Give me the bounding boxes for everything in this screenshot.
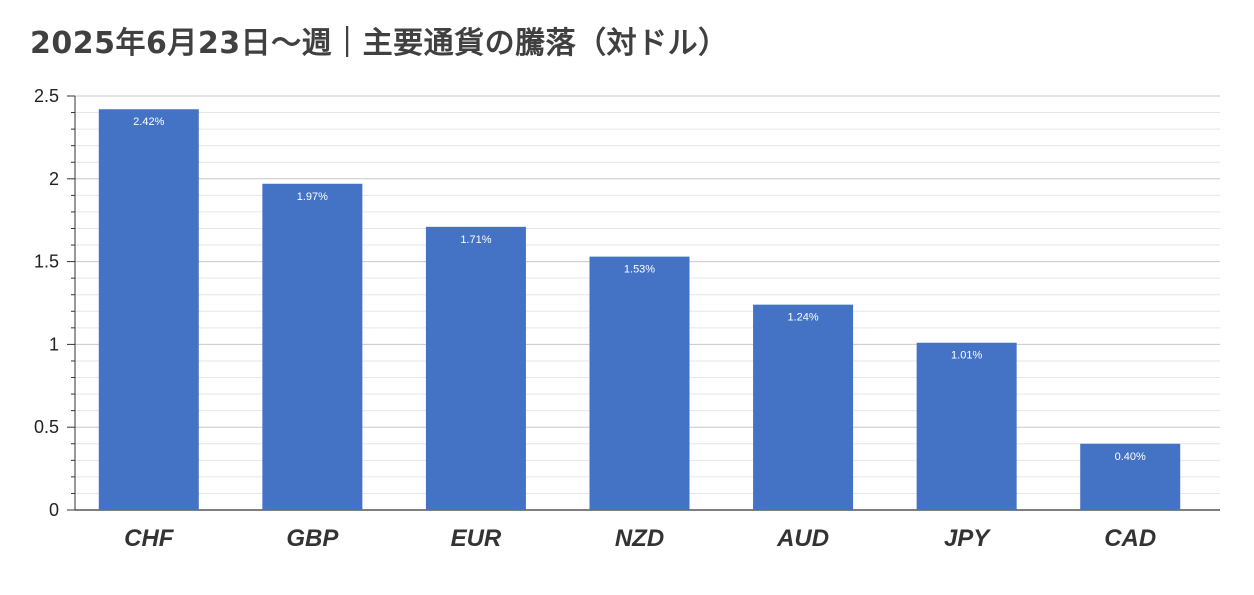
- data-label-gbp: 1.97%: [297, 191, 328, 203]
- y-tick-label: 0.5: [34, 417, 59, 437]
- bar-chf: [98, 109, 199, 511]
- chart-title: 2025年6月23日〜週｜主要通貨の騰落（対ドル）: [30, 26, 729, 61]
- y-tick-label: 2: [49, 169, 59, 189]
- data-label-eur: 1.71%: [460, 234, 491, 246]
- x-tick-label-aud: AUD: [776, 525, 829, 552]
- bar-jpy: [916, 342, 1017, 510]
- data-label-nzd: 1.53%: [624, 264, 655, 276]
- data-label-aud: 1.24%: [787, 312, 818, 324]
- x-tick-label-nzd: NZD: [615, 525, 664, 552]
- y-tick-label: 1.5: [34, 252, 59, 272]
- y-tick-label: 0: [49, 500, 59, 520]
- data-label-cad: 0.40%: [1115, 451, 1146, 463]
- data-label-jpy: 1.01%: [951, 350, 982, 362]
- bar-aud: [753, 304, 854, 510]
- data-label-chf: 2.42%: [133, 116, 164, 128]
- bar-eur: [425, 226, 526, 510]
- bar-gbp: [262, 183, 363, 510]
- x-tick-label-jpy: JPY: [944, 525, 991, 552]
- x-tick-label-chf: CHF: [124, 525, 175, 552]
- x-tick-label-eur: EUR: [451, 525, 502, 552]
- bar-cad: [1080, 443, 1181, 510]
- labels: 0 0.5 1 1.5 2 2.5 2.42% CHF 1.97% GBP 1.71% EUR 1.53…: [34, 86, 1156, 552]
- x-tick-label-gbp: GBP: [286, 525, 339, 552]
- y-tick-label: 2.5: [34, 86, 59, 106]
- x-tick-label-cad: CAD: [1104, 525, 1156, 552]
- bars: [98, 109, 1181, 511]
- bar-nzd: [589, 256, 690, 510]
- y-tick-label: 1: [49, 334, 59, 354]
